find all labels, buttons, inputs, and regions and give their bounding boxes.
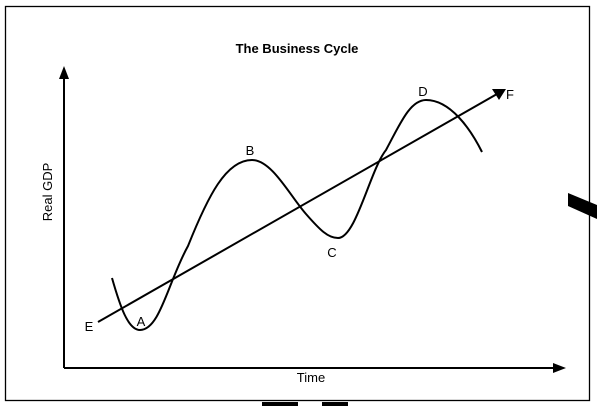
x-axis-label: Time — [297, 370, 325, 385]
x-axis-arrowhead — [553, 363, 566, 373]
diagram-title: The Business Cycle — [236, 41, 359, 56]
business-cycle-curve — [111, 98, 483, 332]
trend-line-arrowhead — [492, 89, 506, 100]
point-f-label: F — [506, 87, 514, 102]
point-a-label: A — [137, 314, 146, 329]
trend-line — [97, 93, 498, 323]
y-axis-label: Real GDP — [40, 163, 55, 222]
point-d-label: D — [418, 84, 427, 99]
edge-mark-bottom-right — [322, 402, 348, 406]
point-b-label: B — [246, 143, 255, 158]
y-axis-arrowhead — [59, 66, 69, 79]
edge-mark-bottom-left — [262, 402, 298, 406]
point-c-label: C — [327, 245, 336, 260]
edge-mark-right — [568, 193, 597, 219]
point-e-label: E — [85, 319, 94, 334]
